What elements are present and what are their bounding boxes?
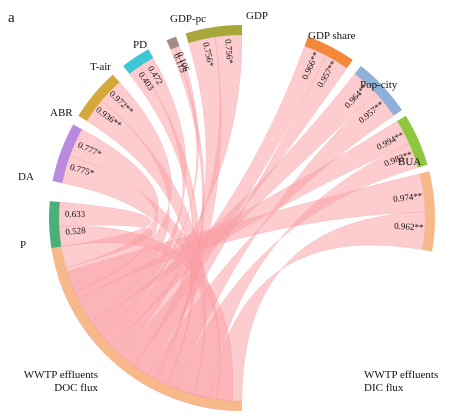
arc-target-wwtp-effluents-dic-flux [51, 246, 242, 411]
label-gdp-pc: GDP-pc [170, 13, 206, 25]
label-target-wwtp-effluents-dic-flux: WWTP effluents DIC flux [364, 369, 438, 394]
label-target-line: DIC flux [364, 382, 404, 394]
value-p-doc: 0.528 [65, 225, 87, 237]
ribbon-p-doc [58, 225, 234, 402]
panel-label: a [8, 10, 15, 26]
arc-gdp-share [354, 65, 403, 116]
arc-t-air [123, 49, 154, 74]
label-pd: PD [133, 39, 147, 51]
value-bua-doc: 0.974** [393, 191, 424, 204]
label-target-line: WWTP effluents [24, 369, 98, 381]
arc-da [52, 124, 82, 184]
label-t-air: T-air [90, 61, 111, 73]
label-abr: ABR [50, 107, 73, 119]
arc-pd [166, 36, 180, 50]
value-p-dic: 0.633 [65, 209, 86, 219]
arc-bua [419, 171, 435, 252]
arc-p [48, 201, 62, 249]
arc-pop-city [397, 115, 428, 168]
label-target-wwtp-effluents-doc-flux: WWTP effluents DOC flux [24, 369, 99, 394]
value-bua-dic: 0.962** [394, 221, 424, 233]
arc-abr [78, 74, 120, 122]
ribbon-layer [58, 34, 426, 402]
label-bua: BUA [398, 156, 421, 168]
arc-gdp-pc [185, 25, 242, 43]
label-target-line: DOC flux [54, 382, 98, 394]
label-gdp: GDP [246, 10, 268, 22]
arc-gdp [304, 36, 353, 69]
label-layer: BUA Pop-city GDP share GDP GDP-pc PD T-air ABR D… [18, 10, 438, 394]
arc-layer [48, 25, 435, 411]
label-gdp-share: GDP share [308, 30, 356, 42]
label-da: DA [18, 171, 34, 183]
label-target-line: WWTP effluents [364, 369, 438, 381]
label-pop-city: Pop-city [360, 79, 398, 91]
label-p: P [20, 239, 26, 251]
value-gdp-pc-dic: 0.756* [223, 39, 235, 65]
